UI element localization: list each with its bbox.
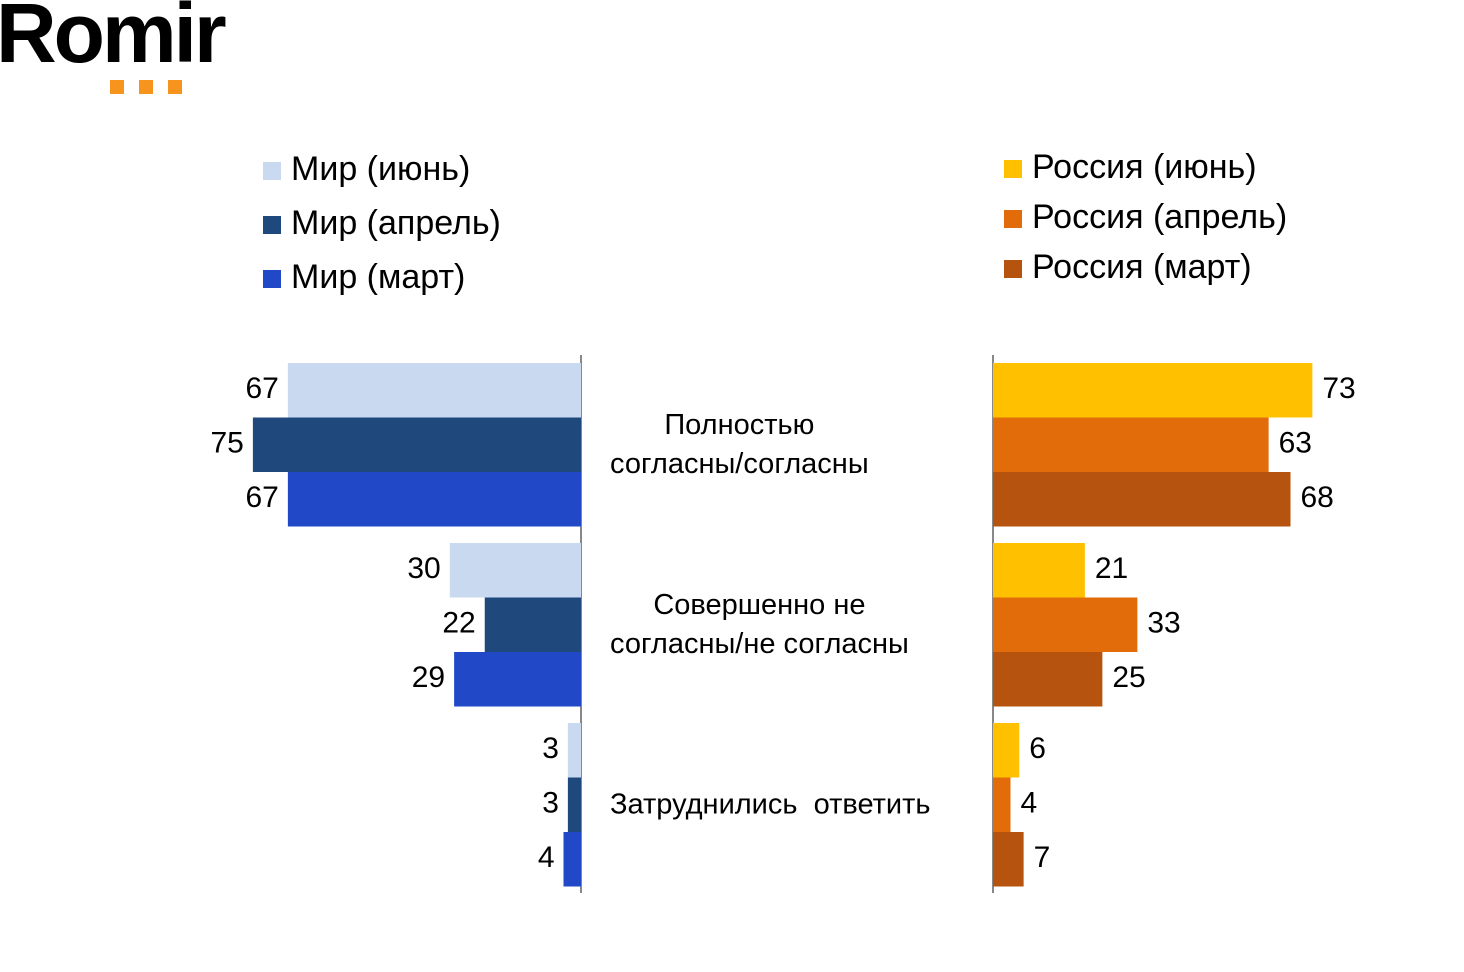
value-label: 22 xyxy=(442,607,475,640)
bar xyxy=(993,543,1085,598)
value-label: 67 xyxy=(246,372,279,405)
value-label: 3 xyxy=(542,732,559,765)
bar xyxy=(993,472,1291,527)
bar xyxy=(567,777,581,832)
logo-dot xyxy=(168,80,182,94)
bar xyxy=(993,597,1138,652)
bar xyxy=(993,417,1269,472)
value-label: 7 xyxy=(1034,841,1051,874)
legend-label: Россия (июнь) xyxy=(1032,148,1257,186)
legend-swatch xyxy=(263,162,281,180)
legend-swatch xyxy=(263,216,281,234)
legend-label: Мир (март) xyxy=(291,258,465,296)
bar xyxy=(993,363,1313,418)
legend-swatch xyxy=(1004,210,1022,228)
bar xyxy=(563,832,581,887)
value-label: 68 xyxy=(1301,481,1334,514)
category-label: Затруднились ответить xyxy=(610,788,931,821)
bar xyxy=(454,652,581,707)
bar xyxy=(287,472,581,527)
legend-label: Мир (июнь) xyxy=(291,150,470,188)
value-label: 21 xyxy=(1095,552,1128,585)
legend-swatch xyxy=(1004,160,1022,178)
category-label: Совершенно не согласны/не согласны xyxy=(610,588,909,660)
value-label: 67 xyxy=(246,481,279,514)
bar xyxy=(993,652,1103,707)
value-label: 63 xyxy=(1279,427,1312,460)
category-label: Полностью согласны/согласны xyxy=(610,408,869,480)
legend-swatch xyxy=(263,270,281,288)
legend-swatch xyxy=(1004,260,1022,278)
bar xyxy=(993,832,1024,887)
bar xyxy=(449,543,581,598)
value-label: 73 xyxy=(1322,372,1355,405)
value-label: 75 xyxy=(211,427,244,460)
legend-label: Мир (апрель) xyxy=(291,204,501,242)
bar xyxy=(567,723,581,778)
logo-dot xyxy=(139,80,153,94)
bar xyxy=(287,363,581,418)
legend-label: Россия (март) xyxy=(1032,248,1252,286)
value-label: 29 xyxy=(412,661,445,694)
value-label: 33 xyxy=(1147,607,1180,640)
logo: Romir xyxy=(0,0,226,80)
value-label: 4 xyxy=(1021,787,1038,820)
value-label: 4 xyxy=(538,841,555,874)
value-label: 3 xyxy=(542,787,559,820)
value-label: 6 xyxy=(1029,732,1046,765)
value-label: 30 xyxy=(407,552,440,585)
logo-dot xyxy=(110,80,124,94)
value-label: 25 xyxy=(1112,661,1145,694)
bar xyxy=(993,723,1020,778)
bar xyxy=(252,417,581,472)
bar xyxy=(484,597,581,652)
legend-label: Россия (апрель) xyxy=(1032,198,1287,236)
bar xyxy=(993,777,1011,832)
